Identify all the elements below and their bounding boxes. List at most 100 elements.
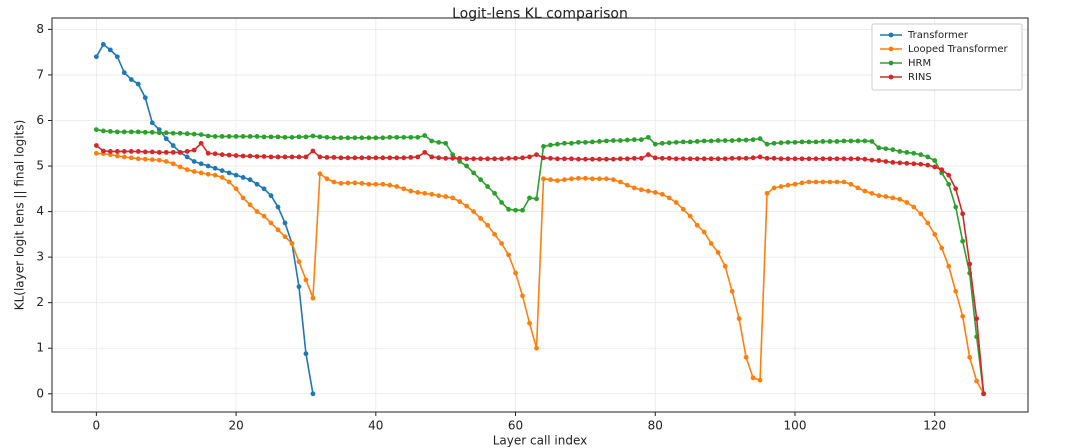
point: [324, 134, 330, 140]
point: [911, 161, 917, 167]
point: [282, 154, 288, 160]
point: [114, 153, 120, 159]
point: [785, 139, 791, 145]
point: [107, 47, 113, 53]
point: [492, 190, 497, 196]
point: [960, 238, 966, 244]
point: [743, 354, 749, 360]
point: [114, 54, 120, 60]
y-tick-label: 1: [36, 341, 44, 355]
point: [855, 156, 861, 162]
point: [583, 175, 588, 181]
point: [100, 42, 106, 47]
point: [163, 136, 169, 142]
point: [911, 204, 917, 210]
point: [848, 156, 854, 162]
point: [569, 140, 574, 146]
point: [233, 134, 239, 139]
point: [694, 156, 700, 162]
point: [142, 156, 148, 162]
point: [569, 176, 574, 182]
point: [142, 95, 148, 101]
point: [478, 177, 484, 183]
point: [268, 134, 274, 140]
point: [240, 175, 246, 180]
point: [883, 194, 889, 199]
point: [534, 152, 539, 158]
point: [764, 141, 770, 147]
point: [771, 140, 777, 146]
point: [261, 134, 267, 140]
point: [624, 182, 630, 188]
point: [946, 181, 952, 187]
point: [792, 156, 798, 162]
point: [534, 345, 539, 351]
point: [876, 145, 882, 151]
point: [415, 154, 421, 160]
y-tick-label: 8: [36, 22, 44, 36]
point: [275, 204, 281, 210]
x-tick-label: 60: [508, 419, 523, 433]
point: [296, 259, 302, 265]
point: [785, 182, 791, 188]
point: [506, 206, 511, 212]
point: [548, 177, 553, 183]
point: [562, 177, 567, 183]
point: [345, 155, 351, 161]
point: [666, 140, 672, 146]
point: [659, 140, 665, 146]
point: [443, 155, 449, 161]
point: [464, 163, 470, 169]
point: [219, 152, 225, 158]
point: [471, 209, 477, 214]
point: [771, 155, 777, 161]
legend-label: HRM: [908, 58, 931, 69]
point: [603, 156, 609, 162]
x-tick-label: 0: [93, 419, 101, 433]
point: [680, 139, 686, 145]
point: [673, 156, 679, 162]
point: [387, 134, 393, 140]
point: [743, 137, 749, 143]
point: [520, 293, 525, 299]
point: [345, 180, 351, 186]
point: [450, 195, 456, 201]
point: [555, 178, 560, 184]
point: [848, 181, 854, 187]
point: [219, 168, 225, 173]
point: [932, 158, 938, 163]
point: [806, 179, 812, 185]
point: [415, 134, 421, 140]
point: [624, 156, 630, 162]
y-tick-label: 4: [36, 204, 44, 218]
point: [121, 154, 127, 160]
point: [638, 187, 644, 193]
point: [603, 176, 609, 182]
point: [673, 139, 679, 145]
point: [583, 156, 588, 162]
point: [478, 156, 484, 162]
point: [757, 377, 763, 383]
point: [233, 172, 239, 178]
point: [128, 155, 134, 161]
point: [869, 139, 875, 144]
point: [289, 154, 295, 160]
legend-label: Transformer: [907, 30, 969, 41]
point: [338, 135, 344, 141]
point: [513, 155, 518, 161]
point: [492, 156, 497, 162]
point: [135, 149, 141, 154]
point: [226, 152, 232, 158]
point: [352, 180, 358, 186]
point: [953, 288, 959, 294]
point: [701, 138, 707, 144]
point: [659, 155, 665, 161]
point: [205, 133, 211, 139]
point: [729, 138, 735, 143]
point: [715, 138, 721, 143]
point: [946, 263, 952, 269]
point: [736, 137, 742, 143]
point: [457, 155, 463, 161]
point: [331, 154, 337, 160]
point: [841, 179, 847, 185]
